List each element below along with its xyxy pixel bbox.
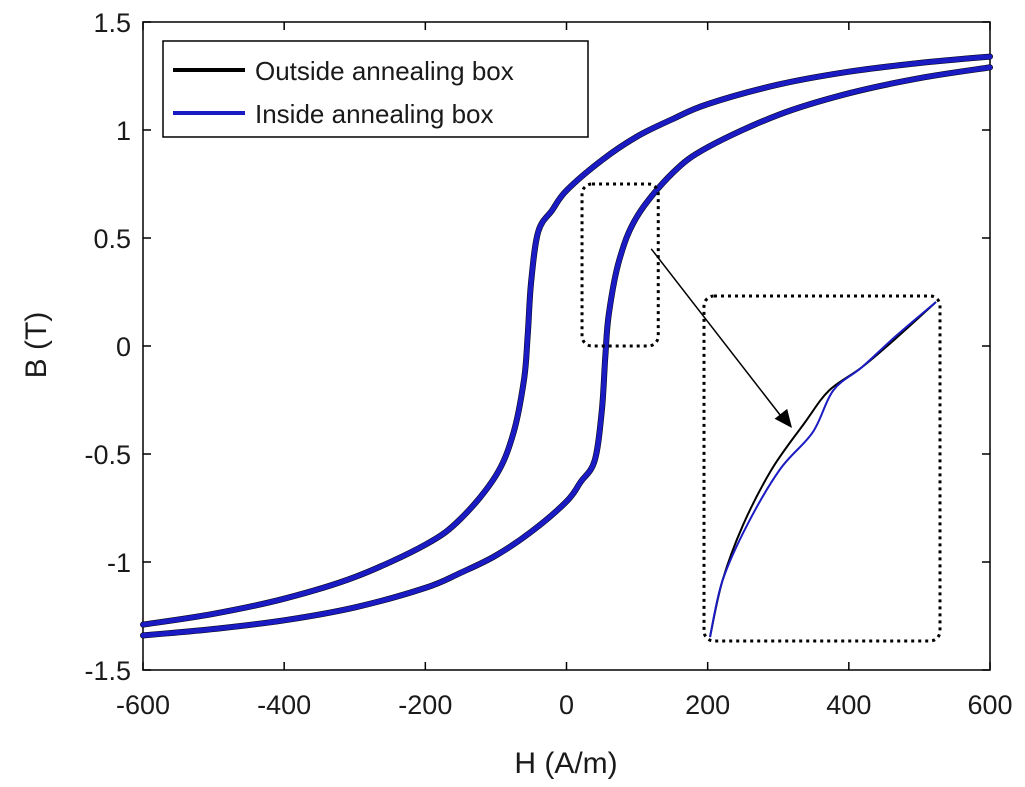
y-axis-label: B (T) bbox=[20, 312, 53, 379]
y-tick-label: -1 bbox=[107, 548, 131, 578]
x-tick-label: 600 bbox=[967, 690, 1012, 720]
y-tick-label: 1 bbox=[116, 116, 131, 146]
axes: -600 -400 -200 0 200 400 600 -1.5 -1 -0.5 0 0.5 1 1.5 bbox=[84, 8, 1012, 720]
inset-curves bbox=[709, 301, 937, 638]
series-line-inside-branch-0 bbox=[140, 54, 993, 628]
y-tick-label: 1.5 bbox=[93, 8, 131, 38]
legend-label-outside: Outside annealing box bbox=[255, 56, 514, 86]
x-tick-label: -600 bbox=[116, 690, 170, 720]
legend-box bbox=[162, 40, 589, 138]
zoom-arrow-head bbox=[774, 408, 792, 428]
x-tick-label: -400 bbox=[257, 690, 311, 720]
series-lines bbox=[140, 53, 993, 639]
series-line-inside-branch-1 bbox=[140, 64, 993, 638]
x-tick-label: 0 bbox=[559, 690, 574, 720]
inset-line-inside bbox=[709, 301, 937, 638]
x-tick-label: 400 bbox=[826, 690, 871, 720]
x-tick-label: -200 bbox=[398, 690, 452, 720]
zoom-region-box bbox=[580, 182, 660, 348]
legend: Outside annealing box Inside annealing b… bbox=[162, 40, 589, 138]
y-tick-label: -1.5 bbox=[84, 656, 131, 686]
y-tick-label: 0 bbox=[116, 332, 131, 362]
y-tick-label: -0.5 bbox=[84, 440, 131, 470]
zoom-arrow-line bbox=[650, 248, 785, 421]
inset-frame bbox=[702, 294, 942, 643]
zoom-arrow bbox=[650, 248, 792, 428]
x-axis-label: H (A/m) bbox=[514, 747, 617, 780]
legend-label-inside: Inside annealing box bbox=[255, 99, 494, 129]
y-tick-label: 0.5 bbox=[93, 224, 131, 254]
x-tick-label: 200 bbox=[685, 690, 730, 720]
